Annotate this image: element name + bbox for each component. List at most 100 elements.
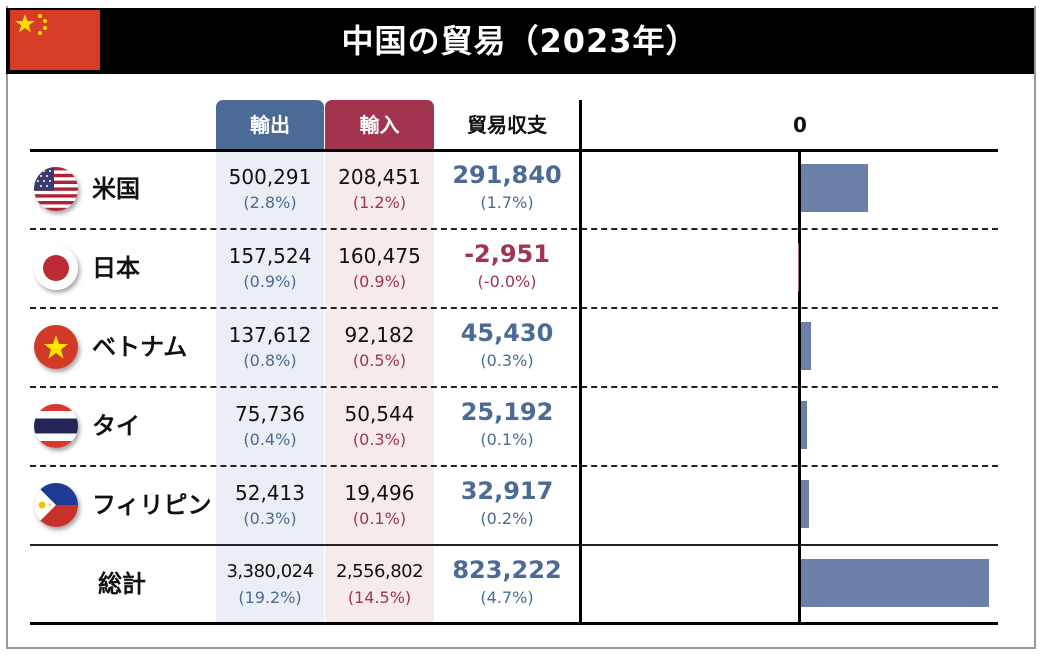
import-share: (0.9%) xyxy=(352,272,407,291)
balance-cell: 25,192 (0.1%) xyxy=(434,387,580,465)
balance-share: (0.1%) xyxy=(480,430,534,449)
balance-value: -2,951 xyxy=(464,240,550,268)
balance-value: 32,917 xyxy=(460,477,554,505)
balance-cell: -2,951 (-0.0%) xyxy=(434,229,580,307)
balance-bar xyxy=(801,164,868,212)
export-value: 75,736 xyxy=(235,402,305,426)
import-column-header: 輸入 xyxy=(325,100,434,150)
import-cell: 160,475 (0.9%) xyxy=(325,229,434,307)
balance-value: 25,192 xyxy=(460,398,554,426)
balance-bar xyxy=(801,322,811,370)
import-value: 50,544 xyxy=(344,402,415,426)
import-value: 19,496 xyxy=(344,481,415,505)
export-share: (19.2%) xyxy=(238,588,302,607)
export-cell: 137,612 (0.8%) xyxy=(216,308,324,386)
table-bottom-border xyxy=(30,622,998,625)
export-cell: 3,380,024 (19.2%) xyxy=(216,545,324,623)
export-cell: 75,736 (0.4%) xyxy=(216,387,324,465)
thailand-flag-icon xyxy=(34,404,78,448)
total-divider xyxy=(30,544,998,546)
balance-value: 823,222 xyxy=(452,556,562,584)
table-row-usa: 米国 500,291 (2.8%) 208,451 (1.2%) 291,840… xyxy=(30,150,998,228)
import-share: (14.5%) xyxy=(347,588,412,607)
chart-frame xyxy=(6,6,1036,649)
balance-bar xyxy=(801,401,807,449)
export-share: (2.8%) xyxy=(243,193,297,212)
balance-bar xyxy=(801,480,809,528)
row-divider xyxy=(30,307,998,309)
country-name: フィリピン xyxy=(92,491,212,519)
import-value: 208,451 xyxy=(338,165,421,189)
balance-share: (0.2%) xyxy=(480,509,534,528)
chart-zero-label: 0 xyxy=(793,113,807,137)
export-column-header: 輸出 xyxy=(216,100,324,150)
export-value: 500,291 xyxy=(228,165,312,189)
usa-flag-icon xyxy=(34,167,78,211)
row-divider xyxy=(30,465,998,467)
export-value: 137,612 xyxy=(228,323,312,347)
japan-flag-icon xyxy=(34,246,78,290)
import-cell: 92,182 (0.5%) xyxy=(325,308,434,386)
balance-cell: 32,917 (0.2%) xyxy=(434,466,580,544)
table-row-japan: 日本 157,524 (0.9%) 160,475 (0.9%) -2,951 … xyxy=(30,229,998,307)
balance-value: 45,430 xyxy=(460,319,554,347)
export-share: (0.8%) xyxy=(243,351,297,370)
import-value: 92,182 xyxy=(344,323,415,347)
export-value: 52,413 xyxy=(235,481,305,505)
total-label-cell: 総計 xyxy=(30,545,214,623)
country-cell: タイ xyxy=(30,387,214,465)
balance-share: (4.7%) xyxy=(480,588,534,607)
export-value: 157,524 xyxy=(228,244,312,268)
import-value: 160,475 xyxy=(338,244,421,268)
balance-column-header: 貿易収支 xyxy=(467,113,547,137)
chart-zero-axis xyxy=(798,150,801,624)
import-share: (0.1%) xyxy=(352,509,407,528)
country-cell: ベトナム xyxy=(30,308,214,386)
country-name: ベトナム xyxy=(92,333,188,361)
country-cell: 米国 xyxy=(30,150,214,228)
vietnam-flag-icon xyxy=(34,325,78,369)
import-value: 2,556,802 xyxy=(335,561,424,582)
export-cell: 500,291 (2.8%) xyxy=(216,150,324,228)
country-name: 米国 xyxy=(92,175,140,203)
import-share: (1.2%) xyxy=(352,193,407,212)
country-cell: フィリピン xyxy=(30,466,214,544)
balance-share: (1.7%) xyxy=(480,193,534,212)
balance-bar xyxy=(801,559,989,607)
country-cell: 日本 xyxy=(30,229,214,307)
header-divider xyxy=(30,149,998,152)
row-divider xyxy=(30,386,998,388)
import-cell: 19,496 (0.1%) xyxy=(325,466,434,544)
import-cell: 50,544 (0.3%) xyxy=(325,387,434,465)
export-share: (0.4%) xyxy=(243,430,297,449)
title-bar: 中国の貿易（2023年） xyxy=(6,8,1034,74)
export-cell: 52,413 (0.3%) xyxy=(216,466,324,544)
balance-cell: 823,222 (4.7%) xyxy=(434,545,580,623)
country-name: 日本 xyxy=(92,254,140,282)
china-flag-icon xyxy=(10,10,100,70)
philippines-flag-icon xyxy=(34,483,78,527)
export-value: 3,380,024 xyxy=(226,561,314,582)
page-title: 中国の貿易（2023年） xyxy=(341,22,699,60)
table-row-vietnam: ベトナム 137,612 (0.8%) 92,182 (0.5%) 45,430… xyxy=(30,308,998,386)
export-share: (0.9%) xyxy=(243,272,297,291)
table-row-total: 総計 3,380,024 (19.2%) 2,556,802 (14.5%) 8… xyxy=(30,545,998,623)
balance-share: (0.3%) xyxy=(480,351,534,370)
chart-separator-line xyxy=(579,100,582,624)
total-label: 総計 xyxy=(98,570,146,598)
import-cell: 2,556,802 (14.5%) xyxy=(325,545,434,623)
import-share: (0.5%) xyxy=(352,351,407,370)
export-share: (0.3%) xyxy=(243,509,297,528)
balance-value: 291,840 xyxy=(452,161,562,189)
balance-bar xyxy=(798,243,799,291)
balance-cell: 45,430 (0.3%) xyxy=(434,308,580,386)
table-row-philippines: フィリピン 52,413 (0.3%) 19,496 (0.1%) 32,917… xyxy=(30,466,998,544)
country-name: タイ xyxy=(92,412,140,440)
balance-cell: 291,840 (1.7%) xyxy=(434,150,580,228)
import-cell: 208,451 (1.2%) xyxy=(325,150,434,228)
export-cell: 157,524 (0.9%) xyxy=(216,229,324,307)
import-share: (0.3%) xyxy=(352,430,407,449)
table-row-thailand: タイ 75,736 (0.4%) 50,544 (0.3%) 25,192 (0… xyxy=(30,387,998,465)
row-divider xyxy=(30,228,998,230)
balance-share: (-0.0%) xyxy=(477,272,537,291)
